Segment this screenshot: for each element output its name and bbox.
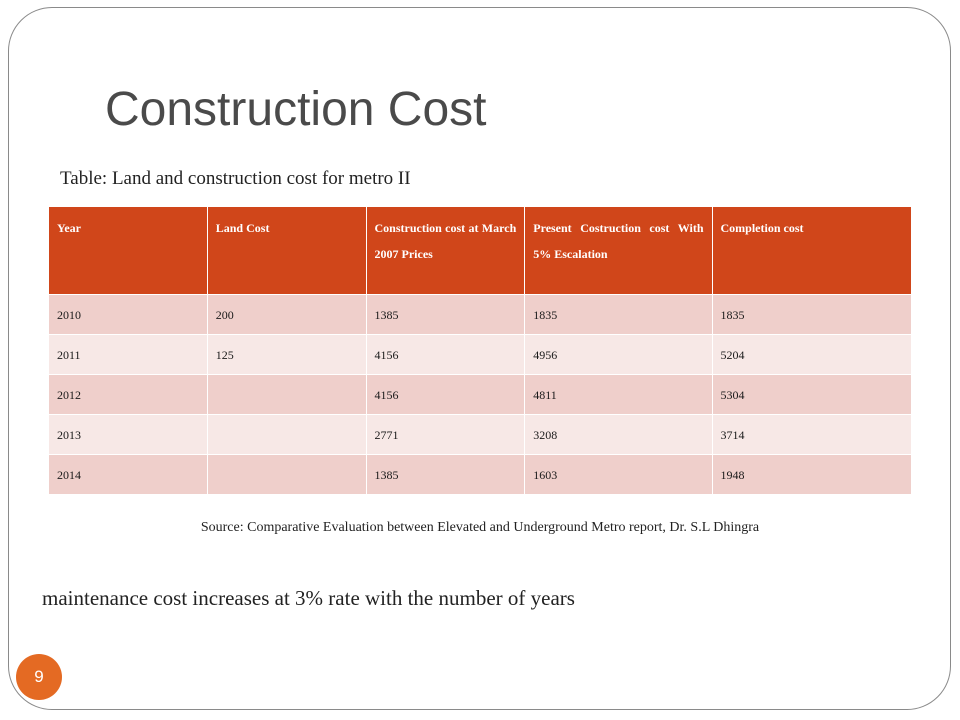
table-row: 2010 200 1385 1835 1835 [48,294,912,335]
cell-present-cost: 1835 [524,294,713,335]
cell-land-cost [206,374,367,415]
cell-year: 2013 [48,414,208,455]
cell-land-cost [206,454,367,495]
cell-completion-cost: 5204 [711,334,912,375]
header-year: Year [48,206,208,295]
cell-present-cost: 1603 [524,454,713,495]
header-completion-cost: Completion cost [711,206,912,295]
cell-land-cost: 200 [206,294,367,335]
cell-year: 2014 [48,454,208,495]
cell-year: 2012 [48,374,208,415]
page-number-badge: 9 [16,654,62,700]
cell-construction-cost: 1385 [365,454,526,495]
maintenance-note: maintenance cost increases at 3% rate wi… [42,586,575,610]
cell-construction-cost: 2771 [365,414,526,455]
slide-title: Construction Cost [105,83,487,136]
cell-present-cost: 3208 [524,414,713,455]
cell-land-cost [206,414,367,455]
table-caption: Table: Land and construction cost for me… [60,168,411,189]
cell-completion-cost: 1835 [711,294,912,335]
header-row: Year Land Cost Construction cost at Marc… [48,206,912,295]
table-row: 2013 2771 3208 3714 [48,414,912,455]
cell-construction-cost: 1385 [365,294,526,335]
header-construction-cost: Construction cost at March 2007 Prices [365,206,526,295]
table-body: 2010 200 1385 1835 1835 2011 125 4156 49… [48,294,912,495]
table-header: Year Land Cost Construction cost at Marc… [48,206,912,295]
header-land-cost: Land Cost [206,206,367,295]
cell-completion-cost: 3714 [711,414,912,455]
header-present-cost: Present Costruction cost With 5% Escalat… [524,206,713,295]
cell-year: 2011 [48,334,208,375]
cell-year: 2010 [48,294,208,335]
cell-land-cost: 125 [206,334,367,375]
cell-present-cost: 4956 [524,334,713,375]
cell-construction-cost: 4156 [365,374,526,415]
table-row: 2011 125 4156 4956 5204 [48,334,912,375]
table-row: 2012 4156 4811 5304 [48,374,912,415]
cell-present-cost: 4811 [524,374,713,415]
table-row: 2014 1385 1603 1948 [48,454,912,495]
cell-completion-cost: 1948 [711,454,912,495]
cost-table: Year Land Cost Construction cost at Marc… [48,206,912,495]
cell-construction-cost: 4156 [365,334,526,375]
source-citation: Source: Comparative Evaluation between E… [200,520,760,535]
cell-completion-cost: 5304 [711,374,912,415]
